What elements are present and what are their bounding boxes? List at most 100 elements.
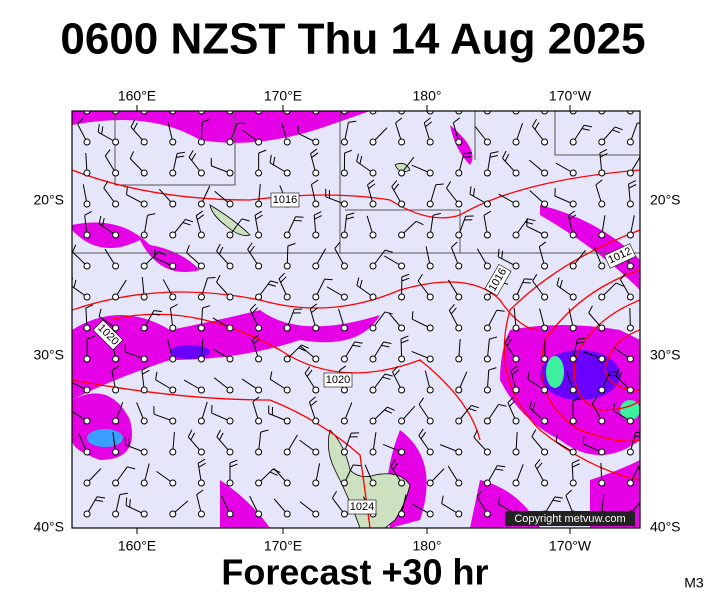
station (569, 111, 577, 115)
barb-feather (489, 155, 498, 158)
station (626, 262, 634, 270)
station (598, 111, 606, 115)
lon-label-bottom: 180° (413, 538, 442, 554)
barb-feather (392, 462, 399, 470)
barb-feather (72, 244, 77, 253)
barb-feather (297, 125, 299, 134)
station (626, 200, 634, 208)
station (197, 355, 205, 363)
barb-feather (498, 496, 501, 505)
barb-feather (511, 369, 519, 375)
barb-feather (509, 400, 516, 407)
barb-feather (229, 459, 238, 464)
station (140, 231, 148, 239)
station (569, 417, 577, 425)
station (112, 200, 120, 208)
barb-feather (463, 152, 472, 155)
station (83, 293, 91, 301)
lon-label-bottom: 160°E (118, 538, 156, 554)
station (255, 200, 263, 208)
barb-feather (176, 155, 185, 158)
station (169, 324, 177, 332)
station (598, 293, 606, 301)
station (226, 200, 234, 208)
barb-feather (202, 118, 210, 123)
station (226, 138, 234, 146)
barb-feather (526, 218, 528, 227)
station (369, 324, 377, 332)
station (369, 138, 377, 146)
station (255, 510, 263, 518)
station (512, 386, 520, 394)
barb-feather (531, 119, 537, 127)
barb-feather (591, 397, 598, 404)
station (197, 386, 205, 394)
barb-feather (147, 213, 156, 216)
barb-feather (314, 215, 322, 220)
station (255, 169, 263, 177)
barb-feather (423, 117, 431, 124)
station (512, 169, 520, 177)
barb-feather (129, 499, 131, 508)
station (483, 138, 491, 146)
lat-label-right: 40°S (650, 519, 681, 535)
station (455, 262, 463, 270)
barb-feather (393, 369, 400, 377)
station (512, 324, 520, 332)
station (140, 479, 148, 487)
station (169, 479, 177, 487)
barb-feather (101, 218, 105, 227)
station (312, 448, 320, 456)
station (112, 111, 120, 115)
barb-feather (133, 122, 138, 131)
barb-feather (348, 120, 357, 123)
barb-feather (506, 338, 512, 347)
station (340, 510, 348, 518)
station (112, 324, 120, 332)
station (112, 448, 120, 456)
station (398, 169, 406, 177)
station (541, 262, 549, 270)
isobar-label: 1024 (347, 499, 377, 515)
barb-feather (270, 280, 279, 284)
barb-feather (476, 490, 483, 498)
barb-feather (539, 241, 547, 248)
barb-feather (471, 404, 480, 409)
station (283, 510, 291, 518)
barb-feather (249, 303, 257, 311)
map-frame (71, 110, 641, 529)
barb-feather (301, 344, 309, 349)
station (169, 386, 177, 394)
barb-feather (615, 91, 617, 99)
station (169, 231, 177, 239)
station (312, 479, 320, 487)
station (569, 169, 577, 177)
station (483, 231, 491, 239)
barb-feather (507, 396, 514, 404)
barb-feather (384, 249, 393, 253)
barb-feather (495, 468, 504, 471)
station (598, 386, 606, 394)
station (83, 417, 91, 425)
barb-feather (565, 489, 573, 496)
barb-feather (490, 151, 499, 154)
barb-feather (501, 250, 504, 259)
station (626, 138, 634, 146)
station (483, 293, 491, 301)
barb-feather (310, 148, 318, 155)
barb-feather (198, 462, 206, 468)
station (283, 111, 291, 115)
barb-feather (151, 313, 160, 316)
station (398, 448, 406, 456)
barb-feather (496, 309, 505, 312)
station (512, 448, 520, 456)
station (112, 479, 120, 487)
barb-feather (395, 117, 403, 124)
station (83, 510, 91, 518)
station (140, 138, 148, 146)
station (455, 324, 463, 332)
isobar-label-box (484, 263, 512, 297)
barb-feather (185, 218, 194, 223)
barb-feather (634, 435, 640, 438)
barb-feather (393, 183, 400, 191)
